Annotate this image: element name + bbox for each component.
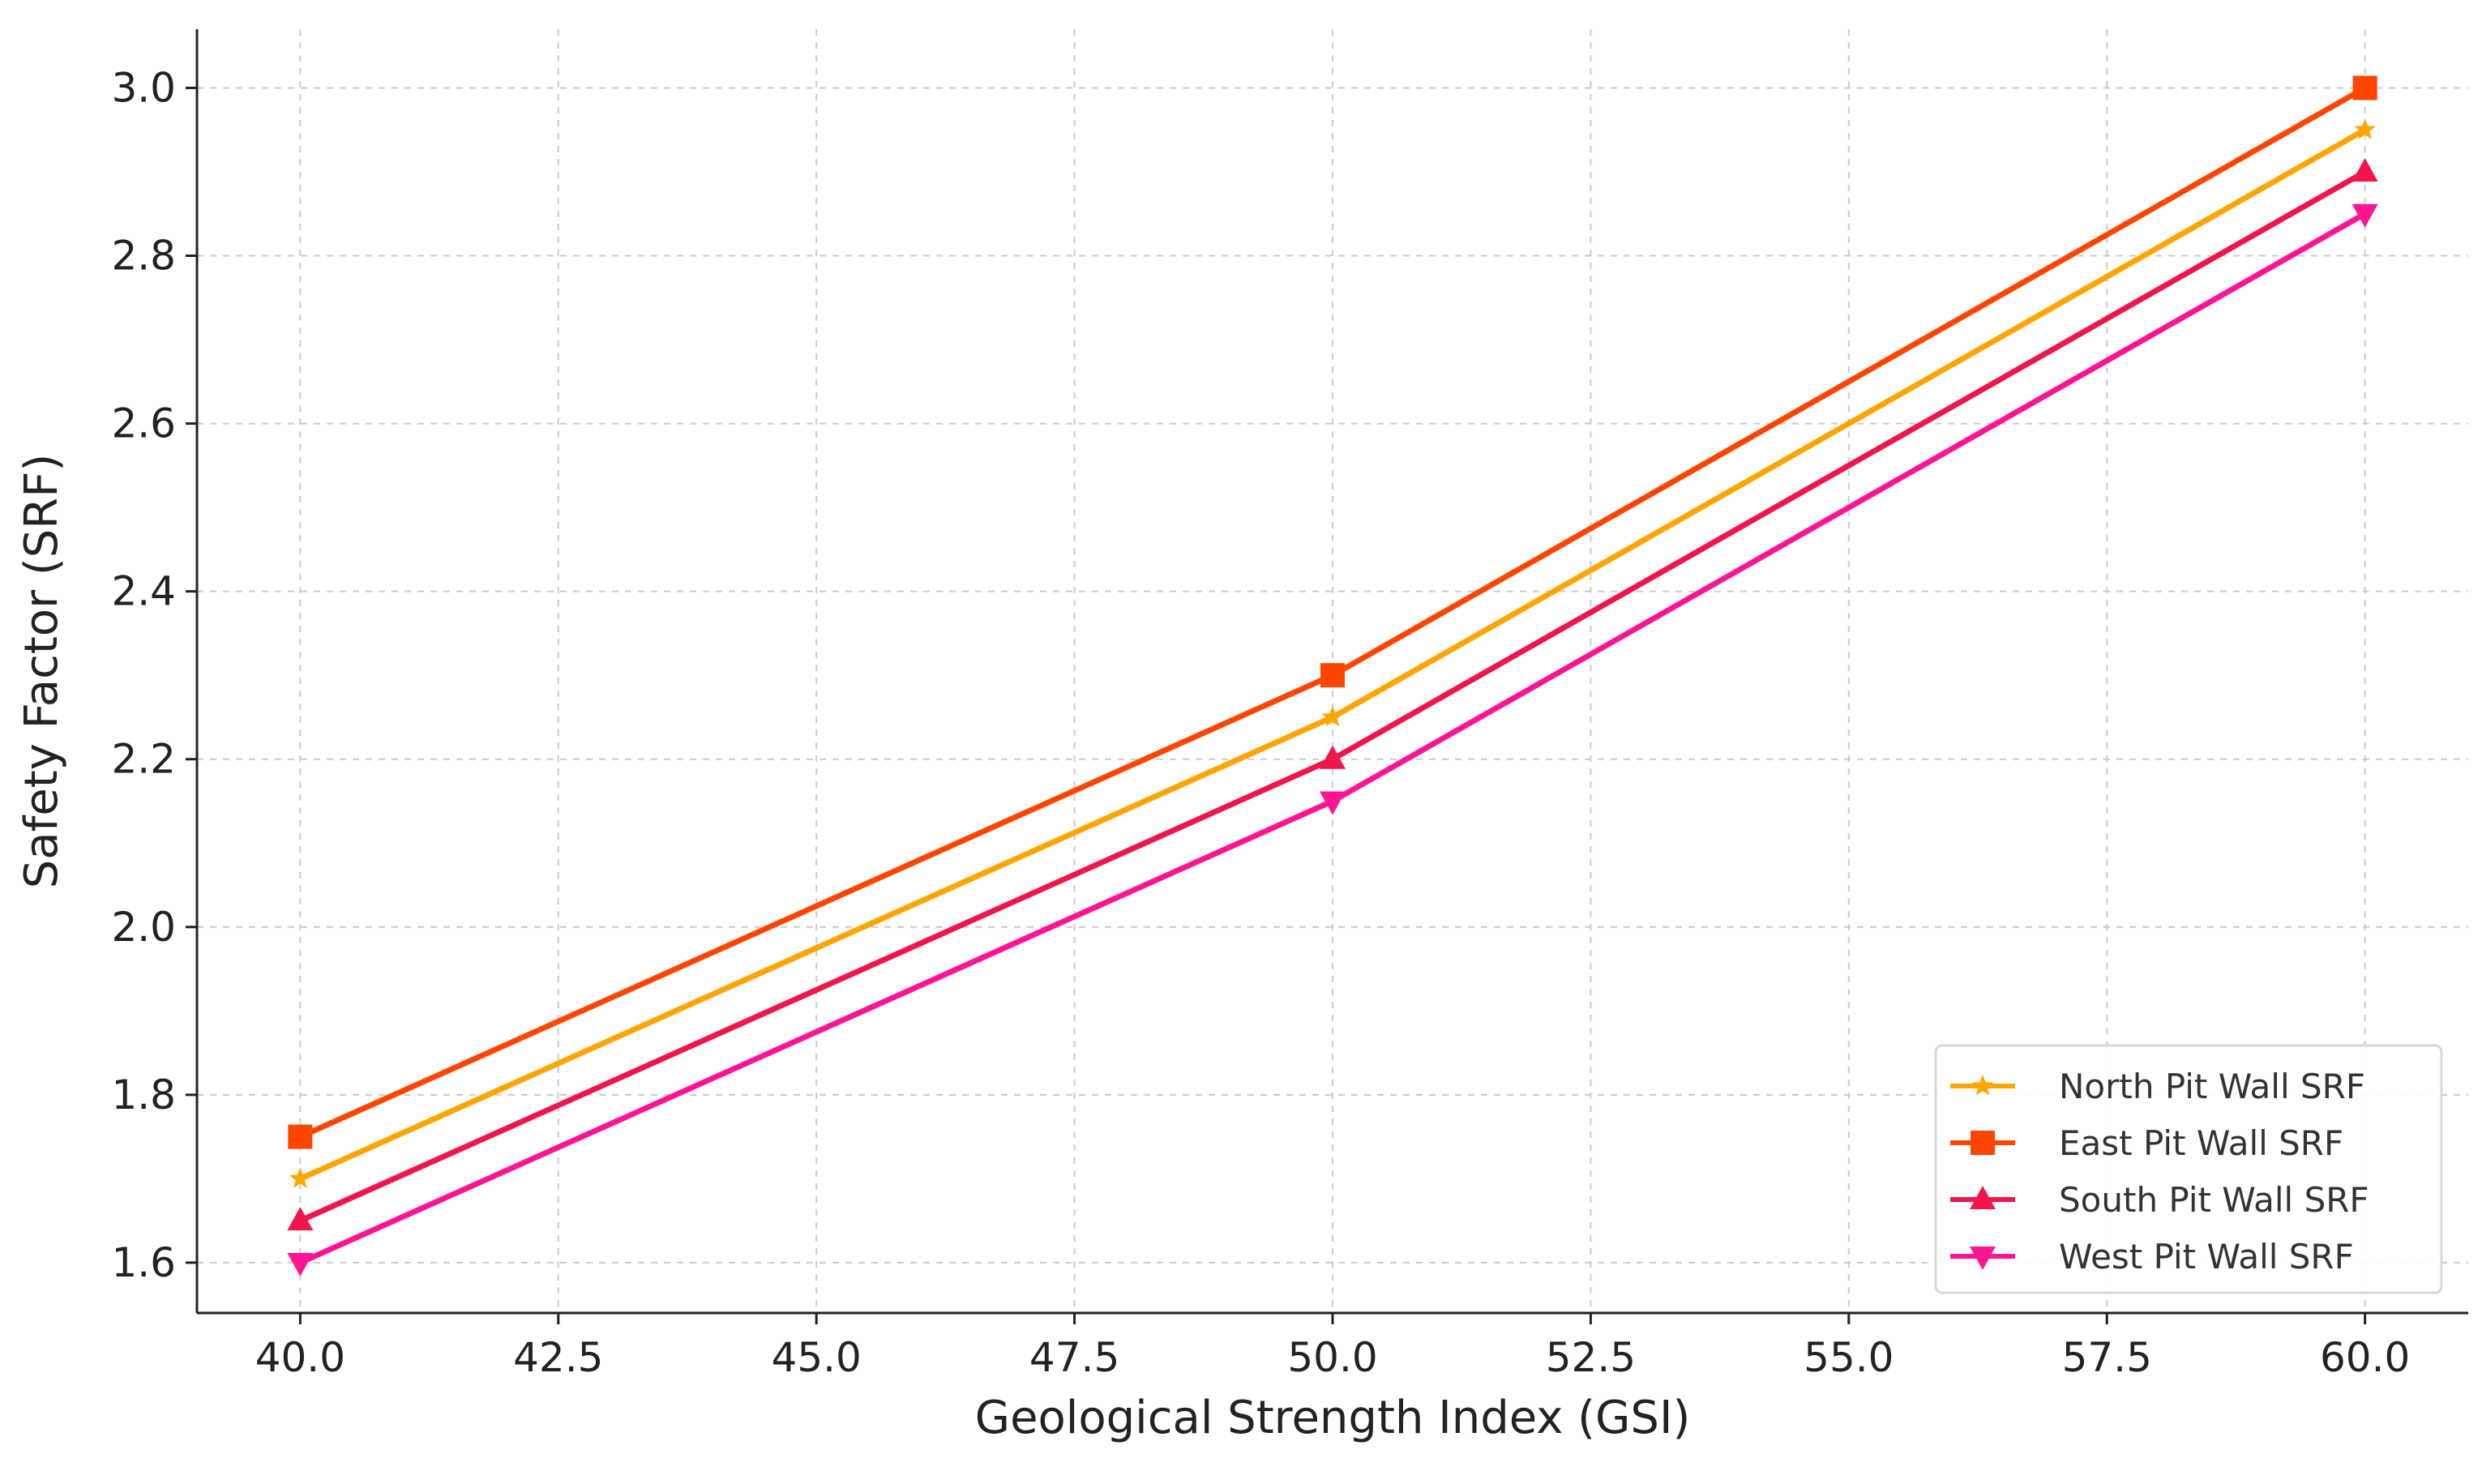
x-axis-title: Geological Strength Index (GSI) [975,1392,1691,1444]
x-tick-label: 50.0 [1287,1334,1377,1381]
x-tick-label: 60.0 [2320,1334,2410,1381]
legend-label: East Pit Wall SRF [2059,1123,2343,1163]
legend-item: South Pit Wall SRF [1950,1180,2369,1220]
data-point-marker [2352,75,2377,101]
legend: North Pit Wall SRF East Pit Wall SRF South… [1934,1044,2443,1294]
data-point-marker [2351,158,2378,182]
series-1 [288,75,2377,1149]
series-0 [289,118,2376,1188]
y-tick-label: 2.8 [111,233,176,280]
legend-item: East Pit Wall SRF [1950,1123,2343,1163]
y-tick-label: 2.4 [111,568,176,615]
data-point-marker [287,1252,314,1277]
data-point-marker [2354,118,2376,139]
legend-frame [1934,1044,2443,1294]
plot-series [287,75,2378,1277]
data-point-marker [289,1167,311,1188]
y-axis-ticks: 1.6 1.8 2.0 2.2 2.4 2.6 2.8 3.0 [111,64,197,1286]
legend-label: South Pit Wall SRF [2059,1180,2369,1220]
y-tick-label: 2.2 [111,736,176,783]
data-point-marker [2351,203,2378,228]
data-point-marker [1321,705,1344,727]
data-point-marker [1320,791,1346,815]
y-tick-label: 3.0 [111,64,176,111]
y-tick-label: 1.6 [111,1239,176,1286]
legend-label: North Pit Wall SRF [2059,1067,2365,1106]
series-2 [287,158,2378,1231]
x-tick-label: 40.0 [255,1334,345,1381]
x-axis-ticks: 40.0 42.5 45.0 47.5 50.0 52.5 55.0 57.5 60.0 [255,1313,2410,1381]
data-point-marker [1320,745,1346,769]
legend-label: West Pit Wall SRF [2059,1237,2354,1277]
legend-item: North Pit Wall SRF [1950,1067,2365,1106]
x-tick-label: 42.5 [513,1334,603,1381]
x-tick-label: 45.0 [772,1334,862,1381]
legend-marker [1971,1075,1994,1096]
x-tick-label: 57.5 [2062,1334,2152,1381]
y-tick-label: 1.8 [111,1071,176,1118]
y-tick-label: 2.0 [111,904,176,951]
data-point-marker [288,1124,313,1149]
y-tick-label: 2.6 [111,400,176,447]
series-3 [287,203,2378,1277]
legend-marker [1970,1186,1996,1209]
legend-marker [1971,1131,1995,1155]
x-tick-label: 52.5 [1546,1334,1636,1381]
x-tick-label: 55.0 [1804,1334,1894,1381]
data-point-marker [287,1207,314,1231]
legend-item: West Pit Wall SRF [1950,1237,2354,1277]
y-axis-title: Safety Factor (SRF) [15,454,68,889]
legend-marker [1970,1247,1996,1270]
data-point-marker [1320,663,1345,688]
x-tick-label: 47.5 [1029,1334,1119,1381]
